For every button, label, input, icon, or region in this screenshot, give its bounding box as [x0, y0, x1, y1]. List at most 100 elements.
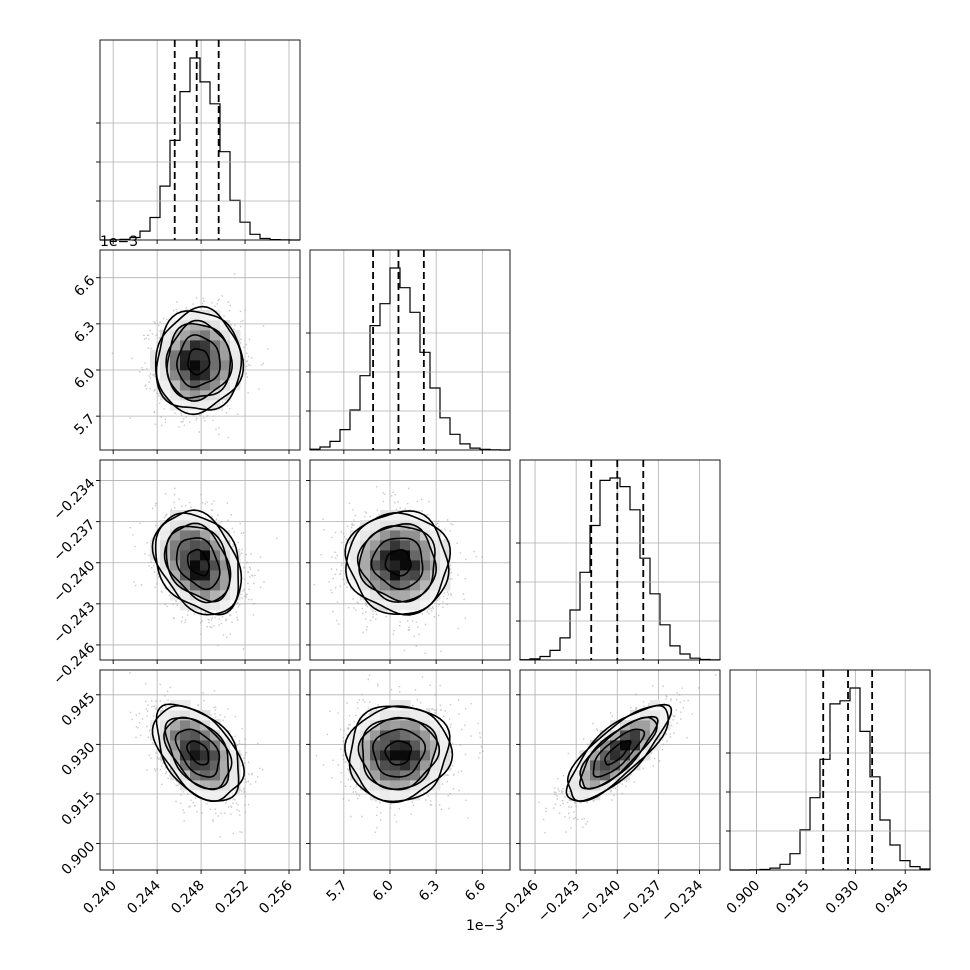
panel-frame	[519, 669, 721, 871]
density-cell	[220, 350, 231, 361]
panel-1-1	[306, 249, 511, 454]
x-tick-label: −0.237	[617, 878, 665, 926]
density-cell	[390, 530, 401, 541]
density-cell	[190, 720, 201, 731]
density-cell	[370, 530, 381, 541]
density-cell	[400, 530, 411, 541]
density-cell	[220, 770, 231, 781]
density-cell	[170, 550, 181, 561]
density-cell	[380, 570, 391, 581]
density-cell	[200, 330, 211, 341]
y-tick-label: 0.900	[59, 839, 99, 879]
contour-line	[175, 537, 221, 591]
density-cell	[380, 750, 391, 761]
density-cell	[210, 370, 221, 381]
density-cell	[190, 730, 201, 741]
y-tick-label: −0.246	[50, 640, 98, 688]
contour-line	[565, 704, 669, 803]
density-cell	[400, 760, 411, 771]
density-cell	[200, 540, 211, 551]
density-cell	[170, 380, 181, 391]
density-cell	[420, 770, 431, 781]
density-cell	[370, 570, 381, 581]
panel-frame	[99, 249, 301, 451]
density-cell	[200, 560, 211, 571]
density-cell	[610, 750, 621, 761]
density-cell	[210, 360, 221, 371]
density-cell	[190, 320, 201, 331]
y-offset-multiplier: 1e−3	[100, 234, 138, 250]
x-tick-label: 6.0	[370, 878, 397, 905]
density-cell	[170, 730, 181, 741]
density-cell	[170, 350, 181, 361]
density-cell	[590, 750, 601, 761]
density-cell	[200, 730, 211, 741]
density-cell	[210, 330, 221, 341]
density-cell	[410, 580, 421, 591]
density-cell	[180, 550, 191, 561]
density-cell	[220, 570, 231, 581]
density-cell	[200, 740, 211, 751]
density-cell	[200, 580, 211, 591]
density-cell	[220, 560, 231, 571]
contour-line	[356, 525, 436, 603]
density-cell	[370, 740, 381, 751]
density-cell	[180, 390, 191, 401]
contour-line	[384, 740, 413, 766]
density-cell	[400, 550, 411, 561]
density-cell	[370, 550, 381, 561]
x-tick-label: 0.945	[872, 878, 912, 918]
density-cell	[600, 760, 611, 771]
density-cell	[630, 740, 641, 751]
panel-frame	[309, 249, 511, 451]
x-tick-label: −0.240	[576, 878, 624, 926]
panel-frame	[99, 459, 301, 661]
density-cell	[390, 570, 401, 581]
histogram-0	[100, 57, 300, 241]
density-cell	[650, 720, 661, 731]
contour-line	[154, 305, 243, 411]
density-cell	[180, 330, 191, 341]
density-cell	[170, 750, 181, 761]
density-cell	[420, 560, 431, 571]
panel-2-2	[516, 459, 721, 664]
y-tick-label: 6.6	[71, 273, 98, 300]
density-cell	[400, 590, 411, 601]
density-cell	[170, 560, 181, 571]
density-cell	[590, 760, 601, 771]
density-cell	[220, 360, 231, 371]
density-cell	[390, 720, 401, 731]
density-cell	[370, 560, 381, 571]
density-cell	[620, 760, 631, 771]
density-cell	[380, 550, 391, 561]
scatter-density	[129, 672, 264, 838]
density-cell	[200, 780, 211, 791]
density-cell	[170, 770, 181, 781]
density-cell	[410, 720, 421, 731]
density-cell	[590, 780, 601, 791]
density-cell	[190, 760, 201, 771]
density-cell	[170, 370, 181, 381]
contour-line	[384, 548, 412, 577]
density-cell	[180, 360, 191, 371]
density-cell	[630, 750, 641, 761]
density-cell	[210, 540, 221, 551]
density-cell	[390, 580, 401, 591]
contour-line	[187, 348, 211, 376]
contour-line	[579, 716, 658, 790]
density-cell	[190, 540, 201, 551]
density-cell	[190, 740, 201, 751]
density-cell	[420, 570, 431, 581]
density-cell	[360, 570, 371, 581]
histogram-3	[730, 687, 931, 871]
y-tick-label: −0.243	[50, 599, 98, 647]
density-cell	[400, 580, 411, 591]
density-cell	[210, 310, 221, 321]
scatter-density	[313, 486, 483, 654]
density-cell	[150, 350, 161, 361]
density-cell	[380, 760, 391, 771]
density-cell	[390, 700, 401, 711]
y-tick-label: 6.3	[71, 319, 98, 346]
contour-line	[165, 319, 232, 399]
x-tick-label: 6.6	[462, 877, 489, 904]
